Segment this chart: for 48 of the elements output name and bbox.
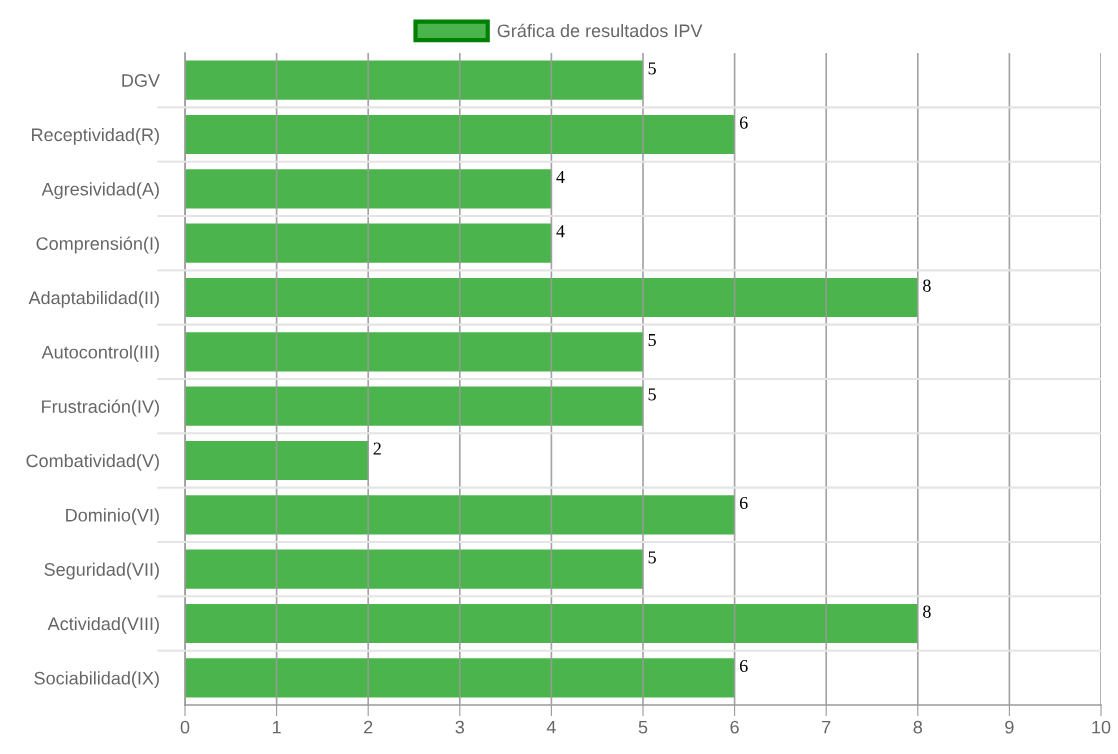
bar — [185, 386, 643, 426]
y-tick-label: Autocontrol(III) — [41, 345, 159, 363]
data-label: 4 — [556, 171, 565, 183]
data-label: 6 — [739, 659, 748, 673]
bar — [185, 114, 735, 155]
bar — [185, 658, 735, 698]
data-label: 8 — [923, 279, 931, 292]
data-label: 6 — [739, 496, 748, 510]
x-tick-label: 1 — [272, 720, 281, 734]
bar — [185, 332, 643, 372]
bar — [185, 440, 369, 481]
bar — [185, 60, 643, 100]
y-tick-label: Agresividad(A) — [41, 182, 159, 200]
x-tick-label: 9 — [1005, 720, 1014, 734]
bar — [185, 277, 918, 318]
y-tick-label: Dominio(VI) — [66, 508, 159, 526]
x-tick-label: 5 — [638, 720, 648, 734]
y-tick-label: Receptividad(R) — [32, 127, 159, 145]
data-label: 5 — [648, 334, 656, 347]
data-label: 8 — [923, 605, 931, 618]
data-label: 6 — [739, 116, 748, 129]
x-tick-label: 6 — [730, 720, 739, 734]
y-tick-label: Comprensión(I) — [36, 236, 159, 254]
x-tick-label: 7 — [822, 720, 831, 734]
data-label: 5 — [648, 388, 656, 401]
y-tick-label: Adaptabilidad(II) — [28, 290, 159, 308]
y-tick-label: Frustración(IV) — [42, 399, 159, 417]
x-tick-label: 2 — [364, 720, 373, 734]
bar — [185, 169, 552, 209]
bar — [185, 495, 735, 535]
y-tick-label: Seguridad(VII) — [44, 562, 159, 580]
x-tick-label: 0 — [180, 720, 190, 734]
data-label: 4 — [556, 225, 565, 238]
x-tick-label: 10 — [1092, 720, 1111, 734]
y-tick-label: Actividad(VIII) — [47, 616, 159, 634]
y-tick-label: Sociabilidad(IX) — [34, 671, 159, 689]
legend-label: Gráfica de resultados IPV — [497, 23, 703, 38]
x-tick-label: 3 — [455, 720, 465, 734]
data-label: 2 — [373, 442, 381, 455]
bar — [185, 549, 643, 589]
y-tick-label: DGV — [122, 74, 160, 87]
data-label: 5 — [648, 551, 656, 564]
y-tick-label: Combatividad(V) — [26, 453, 159, 471]
bar — [185, 603, 918, 644]
x-tick-label: 4 — [546, 720, 556, 734]
bar — [185, 223, 552, 263]
x-tick-label: 8 — [913, 720, 923, 734]
data-label: 5 — [648, 62, 656, 75]
